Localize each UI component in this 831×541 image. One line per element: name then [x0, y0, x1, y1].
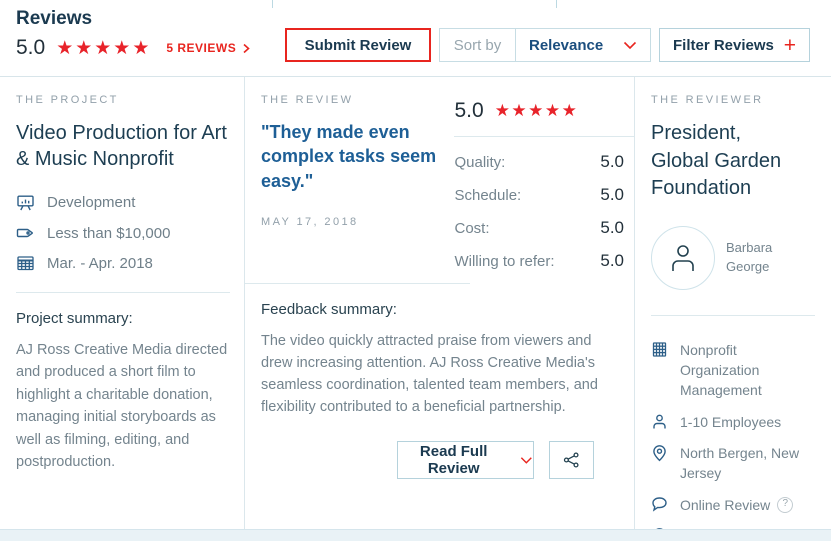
rating-label: Schedule:: [454, 187, 522, 204]
attribute-employees: 1-10 Employees: [651, 412, 815, 432]
footer-bar: [0, 529, 831, 541]
feedback-section: Feedback summary: The video quickly attr…: [245, 284, 634, 480]
project-category: Development: [47, 194, 136, 212]
help-icon[interactable]: ?: [777, 496, 794, 513]
feedback-summary-label: Feedback summary:: [261, 301, 397, 318]
page-title: Reviews: [16, 8, 93, 29]
sort-dropdown[interactable]: Relevance: [516, 29, 650, 61]
review-quote-block: THE REVIEW "They made even complex tasks…: [261, 94, 454, 283]
chevron-down-icon: [623, 41, 637, 49]
reviewer-name: Barbara George: [726, 239, 773, 274]
divider: [245, 283, 470, 284]
attribute-text: 1-10 Employees: [680, 413, 782, 430]
sort-by-label: Sort by: [440, 29, 516, 61]
project-detail-category: Development: [16, 194, 230, 212]
filter-reviews-button[interactable]: Filter Reviews +: [659, 28, 810, 62]
divider: [16, 291, 230, 293]
rating-row-quality: Quality: 5.0: [454, 152, 634, 172]
reviewer-identity: Barbara George: [651, 225, 815, 290]
reviews-header: Reviews 5.0 ★★★★★ 5 REVIEWS Submit Revie…: [0, 0, 831, 77]
reviewer-section-label: THE REVIEWER: [651, 94, 764, 106]
reviewer-column: THE REVIEWER President, Global Garden Fo…: [635, 77, 831, 541]
review-top-section: THE REVIEW "They made even complex tasks…: [245, 77, 634, 283]
rating-value: 5.0: [600, 218, 624, 237]
avatar: [651, 225, 715, 290]
review-card: THE PROJECT Video Production for Art & M…: [0, 77, 831, 541]
divider: [454, 136, 634, 137]
presentation-icon: [17, 195, 34, 211]
project-timeline: Mar. - Apr. 2018: [47, 254, 153, 272]
submit-review-button[interactable]: Submit Review: [285, 28, 431, 62]
attribute-text: Online Review: [680, 496, 771, 513]
rating-breakdown: Quality: 5.0 Schedule: 5.0 Cost: 5.0 W: [454, 152, 634, 271]
star-rating-icons: ★★★★★: [494, 101, 579, 120]
feedback-summary-text: The video quickly attracted praise from …: [261, 333, 598, 416]
sort-selected-value: Relevance: [529, 36, 604, 54]
project-title: Video Production for Art & Music Nonprof…: [16, 122, 227, 171]
rating-row-cost: Cost: 5.0: [454, 218, 634, 238]
project-budget: Less than $10,000: [47, 224, 171, 242]
reviews-count-link[interactable]: 5 REVIEWS: [166, 41, 250, 55]
reviewer-attributes: Nonprofit Organization Management 1-10 E…: [651, 340, 815, 541]
project-section-label: THE PROJECT: [16, 94, 119, 106]
reviewer-title: President, Global Garden Foundation: [651, 122, 782, 200]
filter-reviews-label: Filter Reviews: [673, 36, 774, 54]
review-column: THE REVIEW "They made even complex tasks…: [245, 77, 635, 529]
read-full-review-button[interactable]: Read Full Review: [397, 441, 534, 480]
chevron-right-icon: [243, 43, 250, 53]
reviews-summary: Reviews 5.0 ★★★★★ 5 REVIEWS: [0, 0, 250, 76]
attribute-review-type-line: Online Review ?: [680, 495, 815, 515]
project-detail-timeline: Mar. - Apr. 2018: [16, 255, 230, 272]
calendar-icon: [17, 256, 34, 271]
rating-label: Willing to refer:: [454, 253, 555, 270]
project-column: THE PROJECT Video Production for Art & M…: [0, 77, 245, 529]
share-button[interactable]: [549, 441, 594, 480]
building-icon: [651, 340, 669, 401]
share-icon: [563, 452, 579, 468]
overall-score: 5.0: [16, 36, 46, 59]
attribute-review-type: Online Review ?: [651, 495, 815, 515]
rating-label: Cost:: [454, 220, 490, 237]
tag-icon: [16, 229, 33, 238]
chevron-down-icon: [521, 456, 533, 464]
project-summary-label: Project summary:: [16, 309, 133, 327]
divider: [651, 314, 815, 316]
chat-icon: [651, 495, 669, 515]
ratings-header: 5.0 ★★★★★: [454, 99, 634, 123]
review-date: MAY 17, 2018: [261, 215, 359, 228]
rating-value: 5.0: [600, 152, 624, 171]
project-detail-budget: Less than $10,000: [16, 225, 230, 242]
project-summary-text: AJ Ross Creative Media directed and prod…: [16, 341, 228, 471]
star-rating-icons: ★★★★★: [56, 37, 152, 59]
rating-value: 5.0: [600, 251, 624, 270]
sort-control: Sort by Relevance: [439, 28, 651, 62]
ratings-block: 5.0 ★★★★★ Quality: 5.0 Schedule: 5.0: [454, 94, 634, 283]
read-full-review-label: Read Full Review: [419, 443, 488, 478]
location-icon: [651, 443, 669, 484]
overall-rating: 5.0 ★★★★★ 5 REVIEWS: [16, 36, 250, 60]
top-divider-tick: [272, 0, 273, 8]
attribute-location: North Bergen, New Jersey: [651, 443, 815, 484]
rating-value: 5.0: [600, 185, 624, 204]
attribute-industry: Nonprofit Organization Management: [651, 340, 815, 401]
plus-icon: +: [783, 33, 796, 57]
rating-label: Quality:: [454, 154, 506, 171]
review-score: 5.0: [454, 99, 484, 122]
review-quote: "They made even complex tasks seem easy.…: [261, 122, 437, 191]
person-icon: [672, 244, 694, 271]
rating-row-willing-to-refer: Willing to refer: 5.0: [454, 251, 634, 271]
attribute-text: North Bergen, New Jersey: [680, 444, 800, 482]
review-section-label: THE REVIEW: [261, 94, 354, 106]
project-details: Development Less than $10,000: [16, 194, 230, 272]
rating-row-schedule: Schedule: 5.0: [454, 185, 634, 205]
person-icon: [651, 412, 669, 432]
attribute-text: Nonprofit Organization Management: [680, 341, 762, 399]
header-actions: Submit Review Sort by Relevance Filter R…: [285, 0, 810, 76]
review-actions: Read Full Review: [261, 441, 614, 480]
top-divider-tick: [556, 0, 557, 8]
reviews-count-label: 5 REVIEWS: [166, 41, 237, 55]
